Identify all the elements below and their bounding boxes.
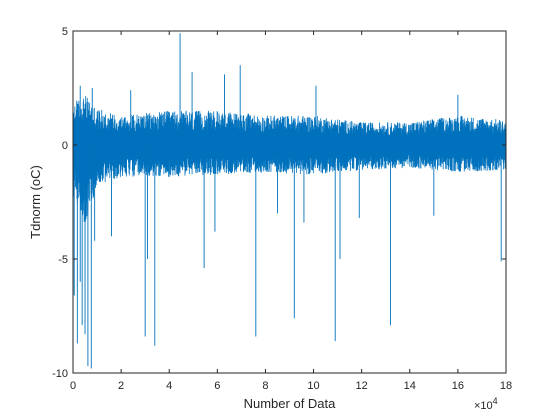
x-tick-label: 6 bbox=[214, 380, 220, 392]
y-axis-label: Tdnorm (oC) bbox=[28, 165, 43, 239]
series-dense-core bbox=[73, 122, 506, 180]
x-tick-label: 2 bbox=[118, 380, 124, 392]
series-layer bbox=[72, 33, 507, 369]
plot-area bbox=[73, 31, 506, 373]
axes-box bbox=[72, 30, 507, 374]
y-tick-label: 0 bbox=[62, 140, 68, 152]
x-axis-exponent: ×104 bbox=[474, 396, 498, 412]
x-tick-label: 10 bbox=[307, 380, 319, 392]
x-axis-label: Number of Data bbox=[244, 396, 337, 411]
tick-layer: 0 2 4 6 8 10 12 14 16 18 -10 -5 0 5 bbox=[52, 26, 512, 392]
x-tick-label: 0 bbox=[70, 380, 76, 392]
x-tick-label: 4 bbox=[166, 380, 172, 392]
y-tick-label: -10 bbox=[52, 368, 68, 380]
x-tick-label: 18 bbox=[500, 380, 512, 392]
y-tick-label: 5 bbox=[62, 26, 68, 38]
x-tick-label: 12 bbox=[356, 380, 368, 392]
y-tick-label: -5 bbox=[58, 254, 68, 266]
x-tick-label: 14 bbox=[404, 380, 416, 392]
x-axis-exponent-power: 4 bbox=[493, 396, 498, 406]
x-tick-label: 16 bbox=[452, 380, 464, 392]
x-axis-exponent-base: ×10 bbox=[474, 400, 493, 412]
x-tick-label: 8 bbox=[262, 380, 268, 392]
